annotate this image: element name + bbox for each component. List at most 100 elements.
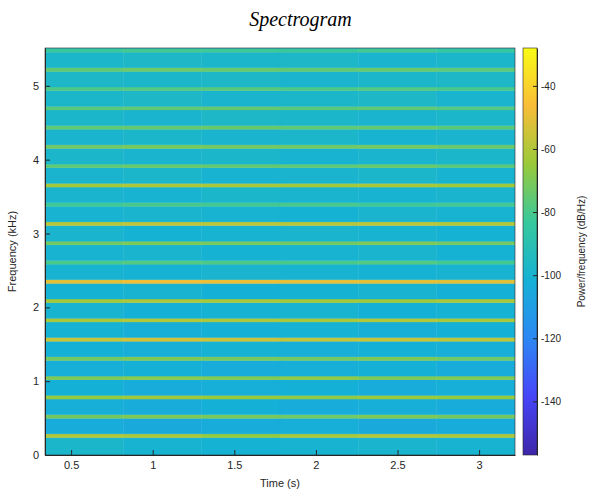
cell (45, 434, 123, 438)
chart: Spectrogram0.511.522.53012345Time (s)Fre… (0, 0, 601, 498)
cell (45, 183, 123, 187)
cell (280, 164, 358, 168)
tick-label: -40 (541, 81, 556, 92)
y-axis: 012345 (33, 49, 50, 462)
cell (358, 318, 436, 322)
cell (437, 299, 515, 303)
cell (437, 222, 515, 226)
cell (123, 376, 201, 380)
cell (280, 206, 358, 222)
cell (280, 357, 358, 361)
cell (437, 129, 515, 145)
tick-label: 0 (33, 449, 39, 461)
cell (358, 245, 436, 261)
tick-label: 1 (150, 459, 156, 471)
cell (280, 129, 358, 145)
cell (358, 87, 436, 91)
cell (280, 203, 358, 207)
cell (280, 68, 358, 72)
cell (358, 399, 436, 415)
cell (123, 48, 201, 52)
cell (437, 226, 515, 242)
cell (280, 106, 358, 110)
cell (280, 338, 358, 342)
cell (358, 280, 436, 284)
cell (280, 241, 358, 245)
cell (202, 71, 280, 87)
cell (437, 52, 515, 68)
cell (123, 418, 201, 434)
cell (45, 187, 123, 203)
cell (280, 222, 358, 226)
cell (45, 106, 123, 110)
cell (45, 264, 123, 280)
cell (358, 395, 436, 399)
cell (280, 126, 358, 130)
cell (123, 283, 201, 299)
cell (437, 360, 515, 376)
cell (202, 226, 280, 242)
cell (280, 399, 358, 415)
title: Spectrogram (249, 8, 352, 31)
tick-mark (71, 450, 72, 455)
cell (358, 48, 436, 52)
tick: 1 (33, 375, 50, 387)
cell (358, 145, 436, 149)
tick-label: 2 (33, 301, 39, 313)
y-axis-title: Frequency (kHz) (6, 211, 18, 292)
cell (202, 338, 280, 342)
cell (45, 145, 123, 149)
cell (202, 283, 280, 299)
cell (45, 418, 123, 434)
cell (202, 168, 280, 184)
cell (45, 149, 123, 165)
cell (280, 245, 358, 261)
cell (45, 52, 123, 68)
cell (437, 322, 515, 338)
cell (358, 203, 436, 207)
cell (437, 164, 515, 168)
cell (280, 283, 358, 299)
cell (123, 241, 201, 245)
cell (123, 341, 201, 357)
cell (123, 318, 201, 322)
cell (437, 206, 515, 222)
x-axis: 0.511.522.53 (46, 450, 516, 471)
cell (123, 129, 201, 145)
cell (437, 149, 515, 165)
cell (437, 126, 515, 130)
cell (202, 241, 280, 245)
tick-label: -80 (541, 207, 556, 218)
tick-label: 5 (33, 80, 39, 92)
cell (202, 110, 280, 126)
tick-label: 1.5 (227, 459, 242, 471)
tick: 2.5 (390, 450, 405, 471)
tick: 4 (33, 154, 50, 166)
cell (123, 87, 201, 91)
cell (202, 52, 280, 68)
cell (437, 434, 515, 438)
cell (280, 87, 358, 91)
cell (123, 303, 201, 319)
cell (358, 68, 436, 72)
cell (437, 183, 515, 187)
cell (358, 338, 436, 342)
cell (123, 260, 201, 264)
cell (358, 299, 436, 303)
cell (280, 168, 358, 184)
cell (45, 129, 123, 145)
cell (280, 395, 358, 399)
cell (123, 322, 201, 338)
cell (358, 376, 436, 380)
tick-mark (316, 450, 317, 455)
cell (280, 71, 358, 87)
cell (202, 203, 280, 207)
tick-label: -60 (541, 144, 556, 155)
cell (437, 338, 515, 342)
cell (437, 280, 515, 284)
cell (45, 357, 123, 361)
cell (45, 399, 123, 415)
cell (437, 376, 515, 380)
tick-label: -140 (541, 396, 561, 407)
cell (45, 87, 123, 91)
